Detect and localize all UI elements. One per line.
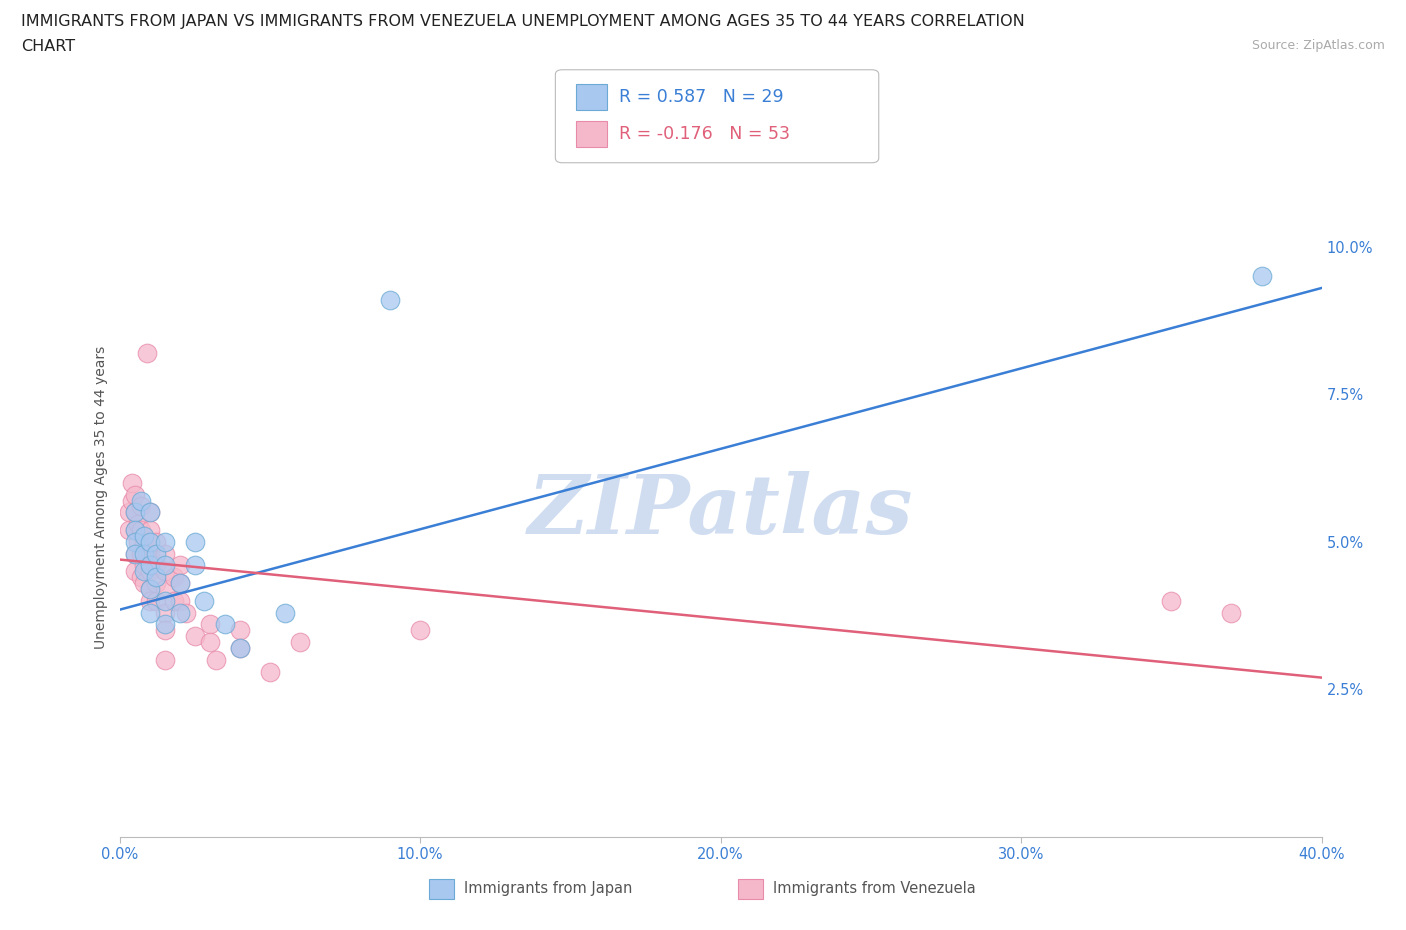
Point <box>153 593 176 608</box>
Point <box>132 564 155 578</box>
Point <box>124 535 146 550</box>
Point <box>138 505 160 520</box>
Point <box>228 641 252 656</box>
Point <box>214 617 236 631</box>
Point <box>183 535 205 550</box>
Point <box>138 581 160 596</box>
Point <box>169 576 191 591</box>
Text: Source: ZipAtlas.com: Source: ZipAtlas.com <box>1251 39 1385 52</box>
Point <box>124 564 146 578</box>
Point <box>124 523 146 538</box>
Point <box>127 535 149 550</box>
Point <box>193 593 215 608</box>
Y-axis label: Unemployment Among Ages 35 to 44 years: Unemployment Among Ages 35 to 44 years <box>94 346 108 649</box>
Point <box>1220 605 1243 620</box>
Point <box>121 475 143 490</box>
Point <box>138 558 160 573</box>
Point <box>129 499 152 514</box>
Point <box>153 623 176 638</box>
Point <box>228 641 252 656</box>
Point <box>153 653 176 668</box>
Point <box>145 570 167 585</box>
Point <box>124 546 146 561</box>
Point <box>153 564 176 578</box>
Point <box>169 593 191 608</box>
Point <box>145 576 167 591</box>
Text: ZIPatlas: ZIPatlas <box>527 472 914 551</box>
Point <box>132 558 155 573</box>
Point <box>153 558 176 573</box>
Point <box>153 535 176 550</box>
Point <box>145 593 167 608</box>
Point <box>127 517 149 532</box>
Point <box>132 528 155 543</box>
Point <box>198 635 221 650</box>
Text: IMMIGRANTS FROM JAPAN VS IMMIGRANTS FROM VENEZUELA UNEMPLOYMENT AMONG AGES 35 TO: IMMIGRANTS FROM JAPAN VS IMMIGRANTS FROM… <box>21 14 1025 29</box>
Point <box>153 581 176 596</box>
Text: Immigrants from Venezuela: Immigrants from Venezuela <box>773 881 976 896</box>
Point <box>138 505 160 520</box>
Text: CHART: CHART <box>21 39 75 54</box>
Point <box>1160 593 1182 608</box>
Point <box>153 546 176 561</box>
Point <box>132 576 155 591</box>
Point <box>162 570 184 585</box>
Point <box>204 653 226 668</box>
Point <box>288 635 311 650</box>
Point <box>129 546 152 561</box>
Point <box>145 558 167 573</box>
Point <box>274 605 297 620</box>
Point <box>228 623 252 638</box>
Point <box>138 546 160 561</box>
Text: R = -0.176   N = 53: R = -0.176 N = 53 <box>619 125 790 143</box>
Text: Immigrants from Japan: Immigrants from Japan <box>464 881 633 896</box>
Point <box>183 558 205 573</box>
Point <box>183 629 205 644</box>
Point <box>169 605 191 620</box>
Point <box>198 617 221 631</box>
Point <box>153 617 176 631</box>
Point <box>138 564 160 578</box>
Point <box>129 493 152 508</box>
Point <box>135 345 157 360</box>
Point <box>153 605 176 620</box>
Point <box>259 664 281 679</box>
Point <box>1250 269 1272 284</box>
Point <box>138 605 160 620</box>
Point <box>124 505 146 520</box>
Point <box>129 523 152 538</box>
Point <box>138 523 160 538</box>
Point <box>145 535 167 550</box>
Point <box>124 487 146 502</box>
Point <box>117 505 139 520</box>
Point <box>135 546 157 561</box>
Point <box>121 493 143 508</box>
Point <box>129 570 152 585</box>
Point <box>145 546 167 561</box>
Point <box>124 505 146 520</box>
Point <box>138 581 160 596</box>
Point <box>174 605 197 620</box>
Point <box>169 576 191 591</box>
Text: R = 0.587   N = 29: R = 0.587 N = 29 <box>619 87 783 106</box>
Point <box>378 292 401 307</box>
Point <box>138 593 160 608</box>
Point <box>132 535 155 550</box>
Point <box>132 546 155 561</box>
Point <box>409 623 432 638</box>
Point <box>162 593 184 608</box>
Point <box>124 546 146 561</box>
Point <box>138 535 160 550</box>
Point <box>124 523 146 538</box>
Point <box>117 523 139 538</box>
Point <box>169 558 191 573</box>
